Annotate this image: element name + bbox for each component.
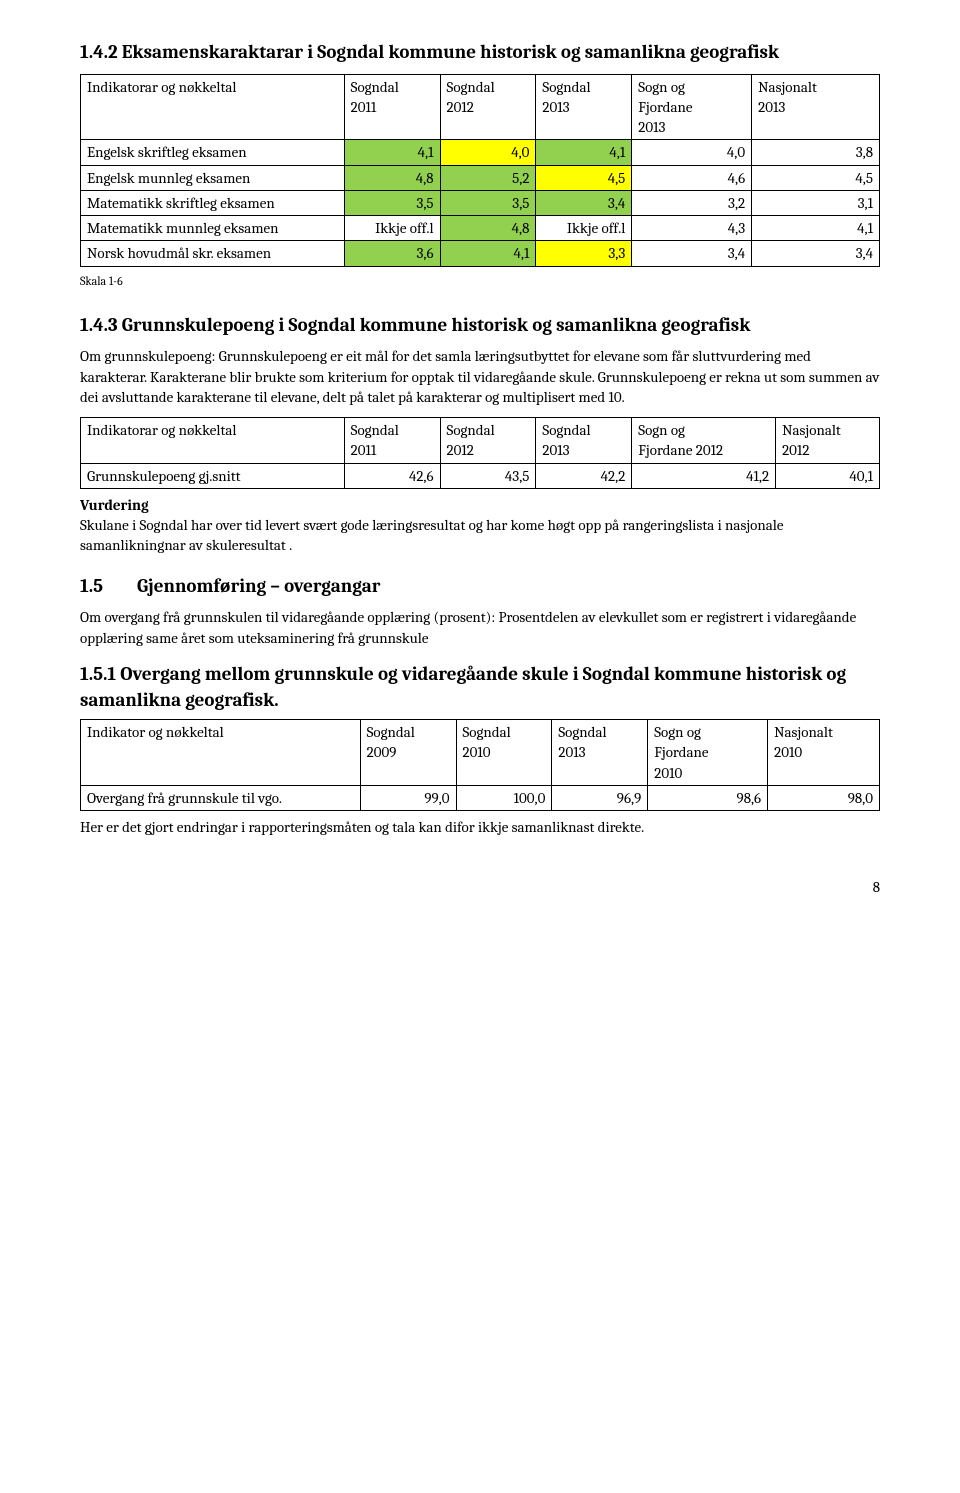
col-3: Sogndal2013 xyxy=(542,78,590,116)
sec-151-heading: 1.5.1 Overgang mellom grunnskule og vida… xyxy=(80,662,880,713)
sec-143-heading: 1.4.3 Grunnskulepoeng i Sogndal kommune … xyxy=(80,313,880,339)
cell: Ikkje off.l xyxy=(344,216,440,241)
table-row: Overgang frå grunnskule til vgo. 99,0 10… xyxy=(81,785,880,810)
cell: 98,6 xyxy=(737,789,762,807)
vurdering-text: Skulane i Sogndal har over tid levert sv… xyxy=(80,516,783,554)
cell: 4,3 xyxy=(632,216,752,241)
table-row: Norsk hovudmål skr. eksamen3,64,13,33,43… xyxy=(81,241,880,266)
col-0: Indikatorar og nøkkeltal xyxy=(87,78,236,96)
table-row: Matematikk munnleg eksamenIkkje off.l4,8… xyxy=(81,216,880,241)
cell: 3,4 xyxy=(536,190,632,215)
cell: 4,8 xyxy=(344,165,440,190)
cell: 4,1 xyxy=(344,140,440,165)
cell: 99,0 xyxy=(424,789,449,807)
table-142-note: Skala 1-6 xyxy=(80,273,880,289)
cell: 3,4 xyxy=(752,241,880,266)
vurdering-label: Vurdering xyxy=(80,496,149,514)
table-142: Indikatorar og nøkkeltal Sogndal2011 Sog… xyxy=(80,74,880,267)
cell: 4,0 xyxy=(440,140,536,165)
cell: 3,8 xyxy=(752,140,880,165)
sec-15-intro: Om overgang frå grunnskulen til vidaregå… xyxy=(80,607,880,648)
col-4: Sogn ogFjordane2013 xyxy=(638,78,692,137)
cell: 4,8 xyxy=(440,216,536,241)
cell: 3,2 xyxy=(632,190,752,215)
table-142-head: Indikatorar og nøkkeltal Sogndal2011 Sog… xyxy=(81,74,880,140)
sec-151-footnote: Her er det gjort endringar i rapporterin… xyxy=(80,817,880,837)
cell: 43,5 xyxy=(505,467,530,485)
table-row: Engelsk munnleg eksamen4,85,24,54,64,5 xyxy=(81,165,880,190)
table-row: Matematikk skriftleg eksamen3,53,53,43,2… xyxy=(81,190,880,215)
sec-143-intro: Om grunnskulepoeng: Grunnskulepoeng er e… xyxy=(80,346,880,407)
cell: 3,5 xyxy=(344,190,440,215)
cell: 40,1 xyxy=(849,467,873,485)
cell: 4,0 xyxy=(632,140,752,165)
cell: 3,6 xyxy=(344,241,440,266)
cell: 4,5 xyxy=(536,165,632,190)
cell: 41,2 xyxy=(746,467,769,485)
row-label: Grunnskulepoeng gj.snitt xyxy=(87,467,241,485)
row-label: Matematikk skriftleg eksamen xyxy=(81,190,345,215)
vurdering-block: Vurdering Skulane i Sogndal har over tid… xyxy=(80,495,880,556)
cell: 42,2 xyxy=(601,467,626,485)
table-row: Engelsk skriftleg eksamen4,14,04,14,03,8 xyxy=(81,140,880,165)
row-label: Norsk hovudmål skr. eksamen xyxy=(81,241,345,266)
cell: 4,1 xyxy=(536,140,632,165)
page-number: 8 xyxy=(80,877,880,897)
table-143: Indikatorar og nøkkeltal Sogndal2011 Sog… xyxy=(80,417,880,489)
cell: 5,2 xyxy=(440,165,536,190)
sec-15-heading: 1.5Gjennomføring – overgangar xyxy=(80,574,880,600)
cell: 4,6 xyxy=(632,165,752,190)
cell: 4,1 xyxy=(440,241,536,266)
col-2: Sogndal2012 xyxy=(447,78,495,116)
cell: 3,1 xyxy=(752,190,880,215)
row-label: Overgang frå grunnskule til vgo. xyxy=(87,789,282,807)
cell: 3,3 xyxy=(536,241,632,266)
cell: Ikkje off.l xyxy=(536,216,632,241)
cell: 96,9 xyxy=(617,789,641,807)
row-label: Engelsk skriftleg eksamen xyxy=(81,140,345,165)
c0: Indikatorar og nøkkeltal xyxy=(87,421,236,439)
col-5: Nasjonalt2013 xyxy=(758,78,817,116)
table-row: Grunnskulepoeng gj.snitt 42,6 43,5 42,2 … xyxy=(81,463,880,488)
table-151-head: Indikator og nøkkeltal Sogndal2009 Sognd… xyxy=(81,720,880,786)
cell: 98,0 xyxy=(848,789,873,807)
cell: 42,6 xyxy=(409,467,434,485)
row-label: Engelsk munnleg eksamen xyxy=(81,165,345,190)
table-151: Indikator og nøkkeltal Sogndal2009 Sognd… xyxy=(80,719,880,811)
cell: 100,0 xyxy=(514,789,546,807)
col-1: Sogndal2011 xyxy=(351,78,399,116)
cell: 4,1 xyxy=(752,216,880,241)
cell: 4,5 xyxy=(752,165,880,190)
sec-142-heading: 1.4.2 Eksamenskaraktarar i Sogndal kommu… xyxy=(80,40,880,66)
cell: 3,4 xyxy=(632,241,752,266)
cell: 3,5 xyxy=(440,190,536,215)
row-label: Matematikk munnleg eksamen xyxy=(81,216,345,241)
table-143-head: Indikatorar og nøkkeltal Sogndal2011 Sog… xyxy=(81,418,880,464)
